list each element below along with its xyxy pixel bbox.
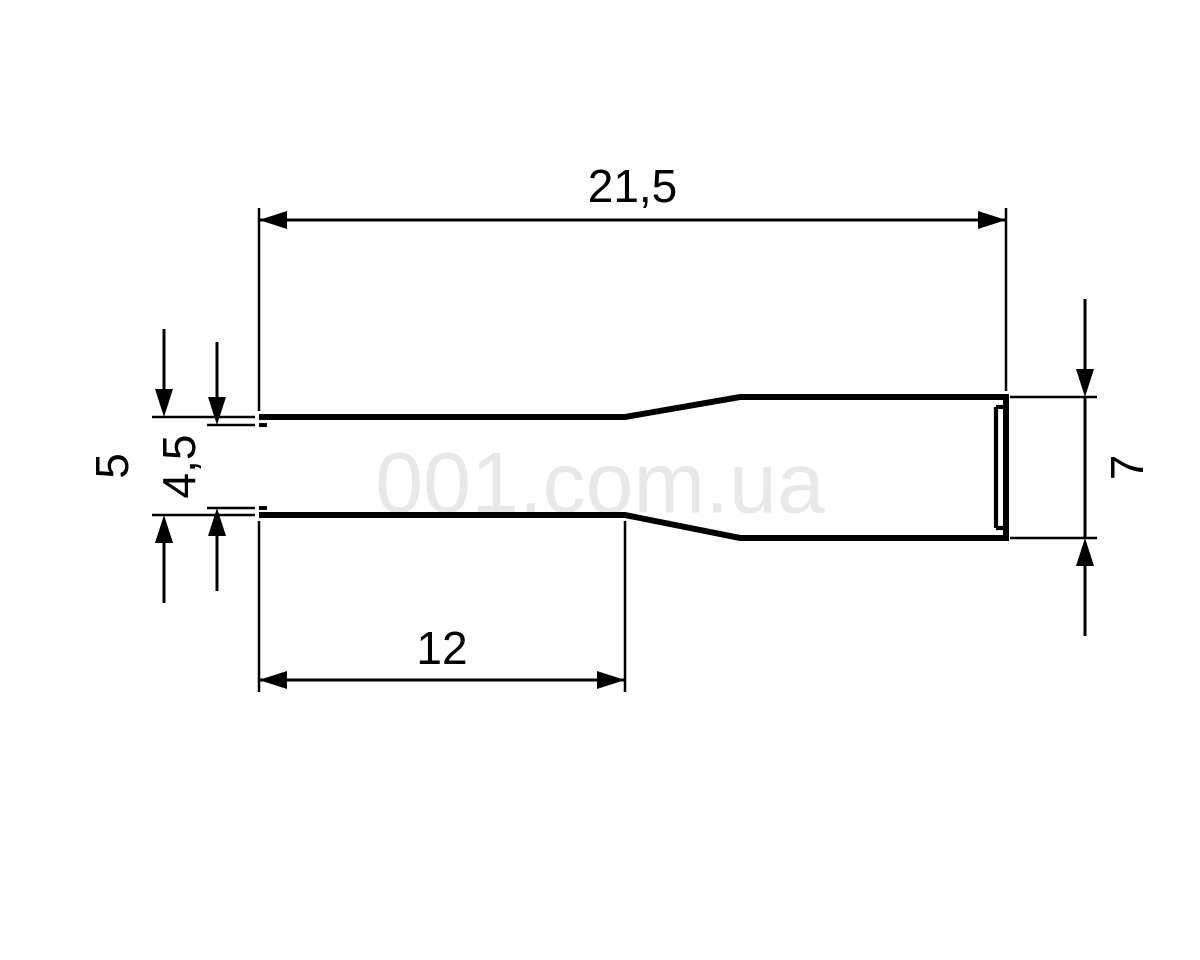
dim-tube-arrow-left <box>259 671 287 689</box>
dim-tube-length: 12 <box>259 521 625 692</box>
dimension-drawing: 001.com.ua 21,5 12 5 <box>0 0 1200 960</box>
dim-outer5-arrow-top <box>155 389 173 417</box>
dim-outer5-arrow-bot <box>155 515 173 543</box>
dim-overall-arrow-right <box>978 211 1006 229</box>
dim-body-outer-dia: 7 <box>1010 299 1153 636</box>
dim-overall-arrow-left <box>259 211 287 229</box>
dim-tube-inner-dia: 4,5 <box>153 342 255 591</box>
dim-inner45-value: 4,5 <box>153 435 205 499</box>
dim-overall-length: 21,5 <box>259 160 1006 411</box>
dim-body7-arrow-top <box>1076 369 1094 397</box>
dim-inner45-arrow-top <box>208 397 226 425</box>
dim-tube-value: 12 <box>416 622 467 674</box>
dim-body7-value: 7 <box>1101 455 1153 481</box>
dim-overall-value: 21,5 <box>588 160 678 212</box>
dim-outer5-value: 5 <box>86 453 138 479</box>
dim-inner45-arrow-bot <box>208 508 226 536</box>
dim-body7-arrow-bot <box>1076 538 1094 566</box>
dim-tube-arrow-right <box>597 671 625 689</box>
